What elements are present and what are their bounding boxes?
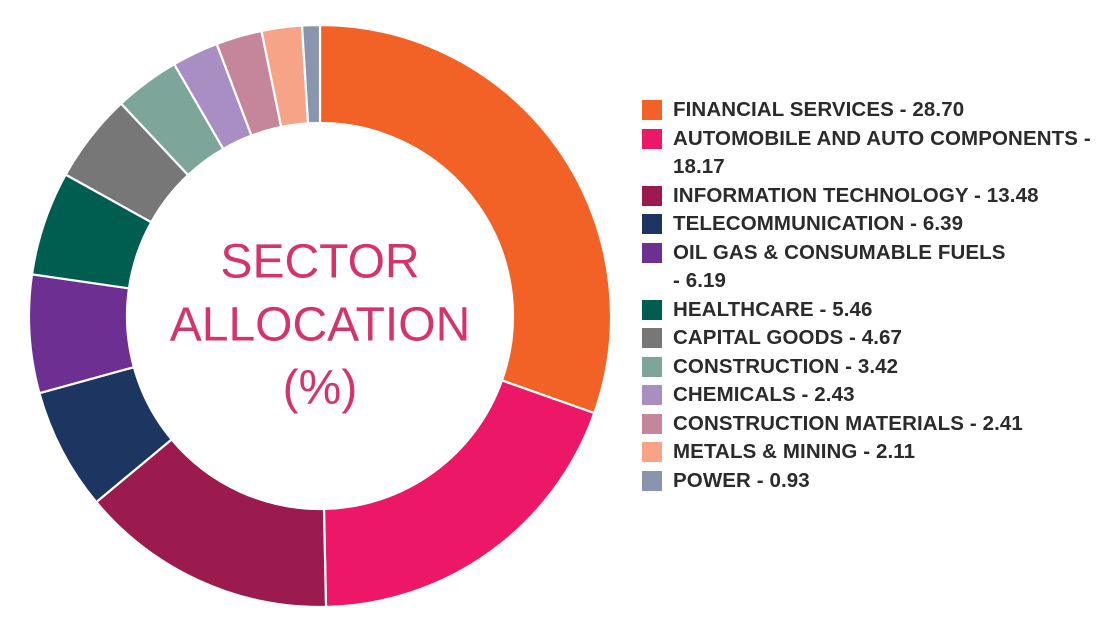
legend-item-power: POWER - 0.93 bbox=[642, 467, 1112, 496]
legend-item-capital-goods: CAPITAL GOODS - 4.67 bbox=[642, 324, 1112, 353]
legend-item-oil-gas-and-consumable-fuels: OIL GAS & CONSUMABLE FUELS - 6.19 bbox=[642, 239, 1112, 296]
legend-label-line: CONSTRUCTION - 3.42 bbox=[673, 354, 899, 378]
legend-swatch bbox=[642, 185, 662, 206]
legend-swatch bbox=[642, 100, 662, 120]
legend-label-line: CAPITAL GOODS - 4.67 bbox=[673, 326, 903, 349]
legend-item-chemicals: CHEMICALS - 2.43 bbox=[642, 381, 1112, 410]
legend-swatch bbox=[642, 356, 662, 377]
center-title-line-1: SECTOR bbox=[220, 236, 419, 289]
legend-swatch bbox=[642, 299, 662, 320]
legend-swatch bbox=[642, 328, 662, 348]
legend-label-line: HEALTHCARE - 5.46 bbox=[673, 297, 873, 321]
donut-slice-automobile-and-auto-components bbox=[322, 379, 596, 609]
legend-label-line: AUTOMOBILE AND AUTO COMPONENTS - bbox=[673, 126, 1091, 150]
center-title-line-2: ALLOCATION bbox=[170, 299, 471, 352]
legend-label-line: OIL GAS & CONSUMABLE FUELS bbox=[673, 240, 1006, 264]
legend-swatch bbox=[642, 442, 662, 462]
center-title-line-3: (%) bbox=[283, 362, 358, 415]
legend-swatch bbox=[642, 214, 662, 234]
donut-chart: SECTOR ALLOCATION (%) bbox=[27, 23, 613, 609]
donut-slice-financial-services bbox=[318, 23, 613, 415]
legend-swatch bbox=[642, 470, 662, 491]
legend-label-line: METALS & MINING - 2.11 bbox=[673, 440, 916, 463]
legend-label-line: CONSTRUCTION MATERIALS - 2.41 bbox=[673, 411, 1023, 435]
legend-item-telecommunication: TELECOMMUNICATION - 6.39 bbox=[642, 210, 1112, 239]
donut-slices bbox=[27, 23, 613, 609]
legend-label-line: 18.17 bbox=[673, 155, 725, 178]
legend-item-construction: CONSTRUCTION - 3.42 bbox=[642, 353, 1112, 382]
legend-label-line: CHEMICALS - 2.43 bbox=[673, 383, 855, 406]
legend: FINANCIAL SERVICES - 28.70 AUTOMOBILE AND… bbox=[642, 96, 1112, 495]
legend-label-line: POWER - 0.93 bbox=[673, 468, 810, 492]
donut-slice-power bbox=[300, 23, 322, 125]
legend-item-metals-and-mining: METALS & MINING - 2.11 bbox=[642, 438, 1112, 467]
legend-item-automobile-and-auto-components: AUTOMOBILE AND AUTO COMPONENTS - 18.17 bbox=[642, 125, 1112, 182]
legend-swatch bbox=[642, 242, 662, 263]
legend-item-construction-materials: CONSTRUCTION MATERIALS - 2.41 bbox=[642, 410, 1112, 439]
legend-label-line: FINANCIAL SERVICES - 28.70 bbox=[673, 98, 965, 121]
legend-swatch bbox=[642, 385, 662, 405]
legend-item-information-technology: INFORMATION TECHNOLOGY - 13.48 bbox=[642, 182, 1112, 211]
legend-swatch bbox=[642, 128, 662, 149]
legend-label-line: - 6.19 bbox=[673, 269, 727, 292]
legend-label-line: INFORMATION TECHNOLOGY - 13.48 bbox=[673, 183, 1039, 207]
legend-item-financial-services: FINANCIAL SERVICES - 28.70 bbox=[642, 96, 1112, 125]
legend-label-line: TELECOMMUNICATION - 6.39 bbox=[673, 212, 964, 235]
legend-swatch bbox=[642, 413, 662, 434]
legend-item-healthcare: HEALTHCARE - 5.46 bbox=[642, 296, 1112, 325]
